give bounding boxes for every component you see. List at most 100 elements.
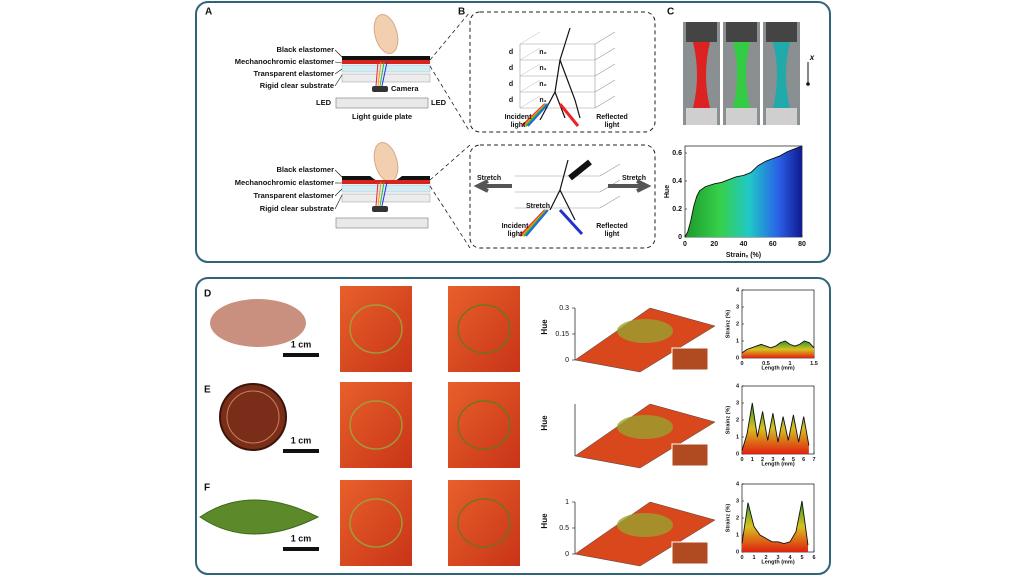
label: Stretch xyxy=(526,203,550,210)
layer-line xyxy=(594,79,616,93)
camera xyxy=(372,206,388,212)
camera xyxy=(372,86,388,92)
rigid-layer xyxy=(341,73,431,83)
label: 6 xyxy=(812,555,815,561)
label: 0.5 xyxy=(559,525,569,532)
label: 4 xyxy=(736,383,740,389)
label: Length (mm) xyxy=(761,461,794,467)
hue-relief xyxy=(617,513,673,537)
layer-line xyxy=(599,195,621,209)
light-ray xyxy=(377,181,382,207)
layer-line xyxy=(519,79,541,93)
label: 2 xyxy=(761,457,764,463)
label: Transparent elastomer xyxy=(254,191,335,200)
label: B xyxy=(458,7,465,18)
label: 40 xyxy=(740,241,748,248)
scale-bar xyxy=(283,547,319,551)
area xyxy=(742,501,808,552)
sensor-image xyxy=(340,286,412,372)
label: Stretch xyxy=(477,175,501,182)
label: C xyxy=(667,7,674,18)
label: Mechanochromic elastomer xyxy=(235,178,334,187)
label: 0 xyxy=(736,549,739,555)
label: d xyxy=(509,81,513,88)
light-ray xyxy=(375,181,379,207)
leader xyxy=(334,169,343,178)
line xyxy=(741,500,809,546)
sensor-image xyxy=(448,382,520,468)
line xyxy=(684,145,803,238)
layer-line xyxy=(519,95,541,109)
line xyxy=(741,402,810,451)
label: 0.6 xyxy=(672,150,682,157)
leaf-photo xyxy=(199,499,320,535)
light-path xyxy=(549,159,576,221)
label: 1 xyxy=(751,457,754,463)
label: Strainz (%) xyxy=(725,406,731,435)
label: 1 cm xyxy=(291,339,312,349)
label: Transparent elastomer xyxy=(254,69,335,78)
label: n₂ xyxy=(539,81,546,88)
light-guide-plate xyxy=(335,217,429,229)
zoom-line xyxy=(429,185,471,249)
label: 1 xyxy=(736,532,739,538)
label: Stretch xyxy=(622,175,646,182)
clamp xyxy=(766,22,797,42)
label: Black elastomer xyxy=(276,45,334,54)
label: 1 xyxy=(752,555,755,561)
hue-relief xyxy=(617,415,673,439)
leader xyxy=(334,74,343,87)
label: A xyxy=(205,7,212,18)
mechanochromic-layer xyxy=(342,60,430,64)
leader xyxy=(334,68,343,75)
label: E xyxy=(204,385,211,396)
label: 0.3 xyxy=(559,305,569,312)
label: Hue xyxy=(540,513,549,529)
incident-ray xyxy=(525,209,549,237)
specimen xyxy=(733,42,750,108)
label: Reflected xyxy=(596,223,628,230)
label: LED xyxy=(316,98,332,107)
axis-dot xyxy=(806,82,810,86)
layer-line xyxy=(594,47,616,61)
light-ray xyxy=(379,61,385,87)
inset xyxy=(671,347,709,371)
clamp xyxy=(726,108,757,125)
leader xyxy=(334,194,343,210)
label: Length (mm) xyxy=(761,559,794,565)
incident-ray xyxy=(527,103,549,127)
label: 0.2 xyxy=(672,206,682,213)
label: x xyxy=(809,53,815,62)
light-ray xyxy=(377,61,382,87)
hue-relief xyxy=(617,319,673,343)
label: Hue xyxy=(540,319,549,335)
label: 1.5 xyxy=(810,361,818,367)
light-ray xyxy=(379,181,385,207)
zoom-line xyxy=(429,11,471,61)
label: n₁ xyxy=(539,65,546,72)
sensor-image xyxy=(448,480,520,566)
label: 20 xyxy=(710,241,718,248)
specimen xyxy=(773,42,790,108)
zoom-box xyxy=(469,11,656,133)
finger xyxy=(373,13,399,55)
label: 7 xyxy=(812,457,815,463)
label: Hue xyxy=(664,185,671,198)
label: Length (mm) xyxy=(761,365,794,371)
clamp xyxy=(726,22,757,42)
label: Rigid clear substrate xyxy=(260,204,334,213)
layer-line xyxy=(519,31,541,45)
label: Incident xyxy=(505,114,533,121)
label: Mechanochromic elastomer xyxy=(235,57,334,66)
label: Strainz (%) xyxy=(725,504,731,533)
label: n₁ xyxy=(539,97,546,104)
label: 0 xyxy=(740,555,743,561)
label: 0 xyxy=(565,357,569,364)
finger xyxy=(373,141,399,183)
label: d xyxy=(509,97,513,104)
zoom-box xyxy=(469,144,656,249)
label: 60 xyxy=(769,241,777,248)
label: Rigid clear substrate xyxy=(260,81,334,90)
area xyxy=(742,341,814,358)
